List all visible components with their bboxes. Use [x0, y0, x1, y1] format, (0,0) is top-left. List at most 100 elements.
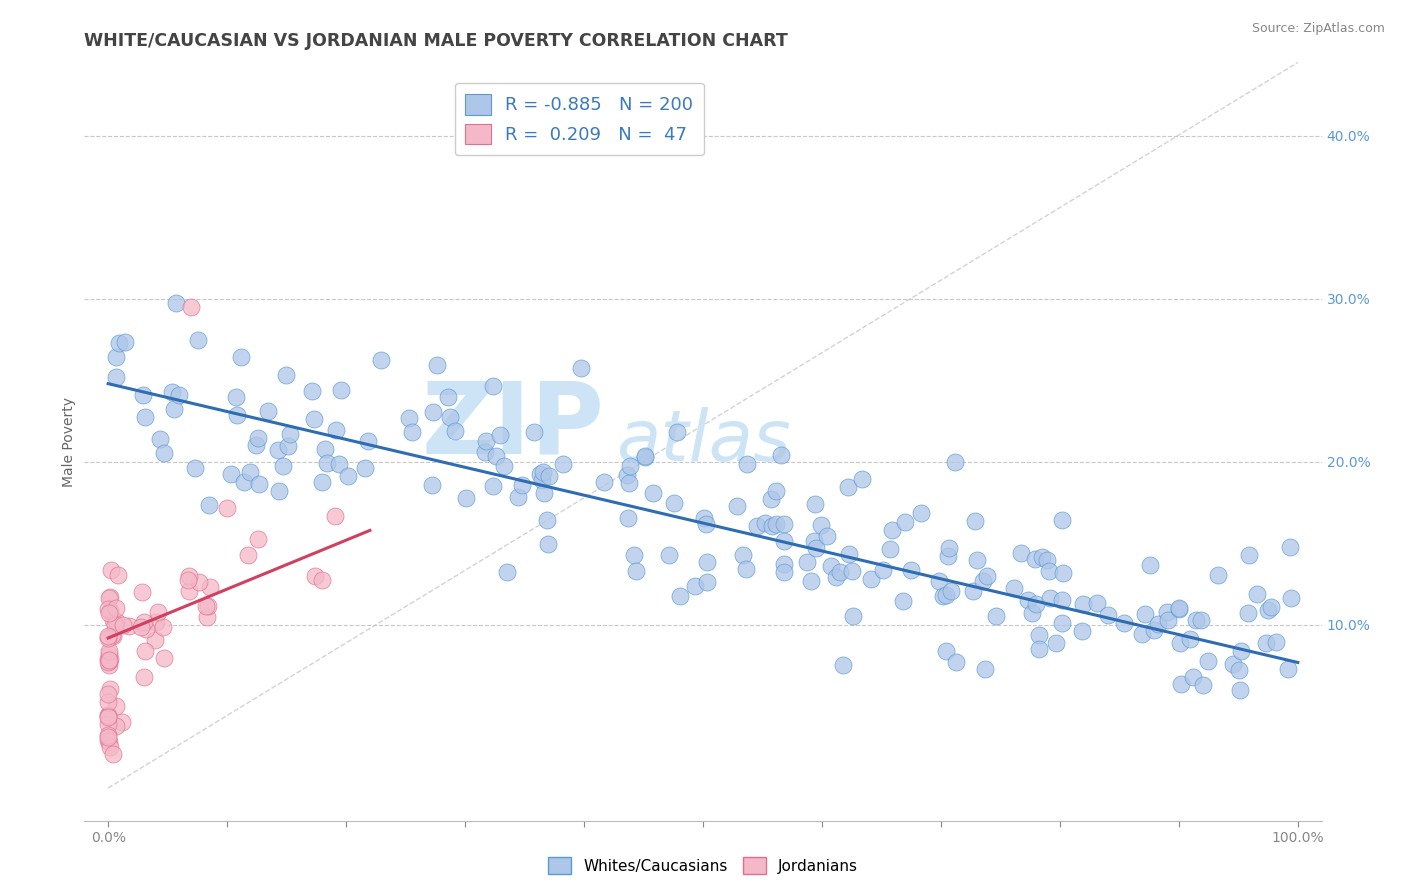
Point: [146, 605, 169, 619]
Point: [105, 601, 128, 615]
Point: [1045, 635, 1067, 649]
Point: [1071, 624, 1094, 639]
Point: [194, 599, 217, 613]
Point: [111, 714, 134, 729]
Point: [696, 574, 718, 589]
Point: [97, 647, 120, 661]
Point: [1185, 613, 1208, 627]
Point: [114, 335, 136, 350]
Point: [754, 516, 776, 531]
Point: [357, 434, 380, 449]
Point: [820, 558, 842, 573]
Point: [759, 492, 782, 507]
Point: [658, 549, 681, 563]
Point: [162, 402, 184, 417]
Point: [945, 655, 967, 669]
Point: [1229, 683, 1251, 698]
Point: [1139, 558, 1161, 572]
Point: [153, 446, 176, 460]
Point: [1024, 551, 1046, 566]
Point: [1143, 623, 1166, 637]
Point: [370, 353, 392, 368]
Point: [103, 747, 125, 761]
Point: [1133, 607, 1156, 622]
Point: [132, 388, 155, 402]
Point: [523, 425, 546, 439]
Point: [1170, 677, 1192, 691]
Point: [1130, 627, 1153, 641]
Point: [129, 620, 152, 634]
Point: [936, 549, 959, 564]
Point: [1050, 615, 1073, 630]
Point: [623, 548, 645, 562]
Point: [266, 443, 288, 458]
Point: [195, 610, 218, 624]
Point: [225, 390, 247, 404]
Point: [153, 650, 176, 665]
Point: [180, 300, 202, 314]
Point: [963, 515, 986, 529]
Point: [1147, 616, 1170, 631]
Point: [239, 465, 262, 479]
Point: [569, 361, 592, 376]
Point: [198, 580, 221, 594]
Point: [804, 541, 827, 556]
Point: [695, 516, 717, 531]
Point: [489, 428, 512, 442]
Point: [972, 574, 994, 588]
Point: [187, 575, 209, 590]
Point: [962, 583, 984, 598]
Point: [1230, 644, 1253, 658]
Point: [1237, 607, 1260, 621]
Point: [323, 509, 346, 524]
Point: [974, 662, 997, 676]
Text: Source: ZipAtlas.com: Source: ZipAtlas.com: [1251, 22, 1385, 36]
Point: [616, 467, 638, 482]
Point: [1031, 550, 1053, 565]
Point: [735, 457, 758, 471]
Point: [1021, 606, 1043, 620]
Point: [1071, 597, 1094, 611]
Point: [1168, 636, 1191, 650]
Point: [101, 627, 124, 641]
Point: [236, 548, 259, 562]
Text: atlas: atlas: [616, 407, 792, 476]
Point: [803, 534, 825, 549]
Point: [232, 475, 254, 489]
Point: [745, 519, 768, 533]
Point: [217, 500, 239, 515]
Point: [132, 670, 155, 684]
Point: [1028, 628, 1050, 642]
Point: [536, 513, 558, 527]
Point: [662, 496, 685, 510]
Point: [1178, 632, 1201, 647]
Point: [1182, 669, 1205, 683]
Point: [1052, 593, 1074, 607]
Point: [311, 574, 333, 588]
Point: [226, 408, 249, 422]
Point: [837, 480, 859, 494]
Point: [619, 459, 641, 474]
Point: [165, 295, 187, 310]
Point: [187, 333, 209, 347]
Point: [101, 613, 124, 627]
Point: [426, 358, 449, 372]
Point: [1010, 546, 1032, 560]
Point: [98, 682, 121, 697]
Point: [838, 548, 860, 562]
Point: [481, 379, 503, 393]
Point: [97, 601, 120, 615]
Point: [454, 491, 477, 506]
Point: [1277, 662, 1299, 676]
Point: [831, 658, 853, 673]
Point: [1156, 613, 1178, 627]
Point: [665, 425, 688, 439]
Point: [97, 734, 120, 748]
Point: [551, 457, 574, 471]
Point: [1039, 591, 1062, 606]
Point: [1168, 601, 1191, 615]
Point: [271, 458, 294, 473]
Point: [770, 448, 793, 462]
Point: [177, 583, 200, 598]
Point: [162, 385, 184, 400]
